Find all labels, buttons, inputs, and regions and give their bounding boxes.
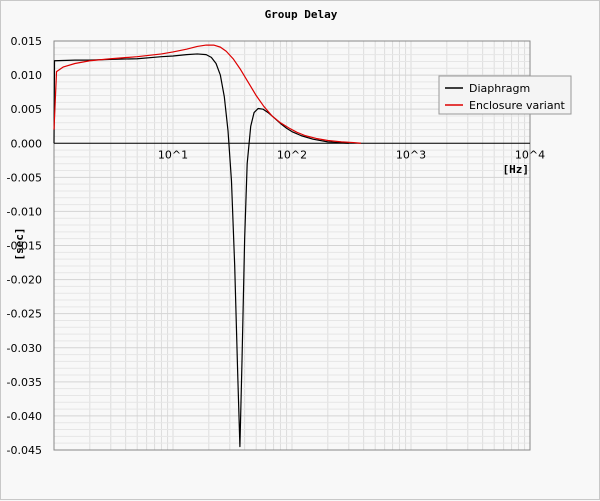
series-line-1 [53, 44, 362, 144]
series-lines [53, 44, 362, 448]
y-tick-label: 0.015 [11, 35, 43, 48]
tick-labels: 0.015 0.010 0.005 0.000 -0.005 -0.010 -0.015 -0… [7, 35, 546, 457]
y-tick-label: 0.000 [11, 137, 43, 150]
series-line-0 [53, 53, 349, 448]
y-tick-label: -0.025 [7, 308, 42, 321]
grid-lines [54, 40, 530, 451]
plot-area [53, 40, 531, 451]
legend: Diaphragm Enclosure variant [438, 75, 572, 115]
y-tick-label: 0.010 [11, 69, 43, 82]
y-tick-label: -0.030 [7, 342, 42, 355]
legend-box [438, 75, 572, 115]
y-tick-label: -0.035 [7, 376, 42, 389]
y-tick-label: -0.015 [7, 240, 42, 253]
y-tick-label: -0.020 [7, 274, 42, 287]
x-tick-label: 10^3 [396, 148, 426, 161]
y-tick-label: -0.005 [7, 171, 42, 184]
x-tick-label: 10^2 [277, 148, 307, 161]
y-tick-label: 0.005 [11, 103, 43, 116]
chart-title: Group Delay [265, 8, 338, 21]
x-tick-label: 10^4 [515, 148, 545, 161]
y-tick-label: -0.040 [7, 410, 42, 423]
y-tick-label: -0.010 [7, 205, 42, 218]
legend-label-enclosure-variant: Enclosure variant [469, 99, 566, 112]
x-tick-label: 10^1 [158, 148, 188, 161]
y-tick-label: -0.045 [7, 444, 42, 457]
x-axis-label: [Hz] [503, 163, 530, 176]
y-axis-label: [sec] [13, 227, 26, 260]
legend-label-diaphragm: Diaphragm [469, 82, 530, 95]
